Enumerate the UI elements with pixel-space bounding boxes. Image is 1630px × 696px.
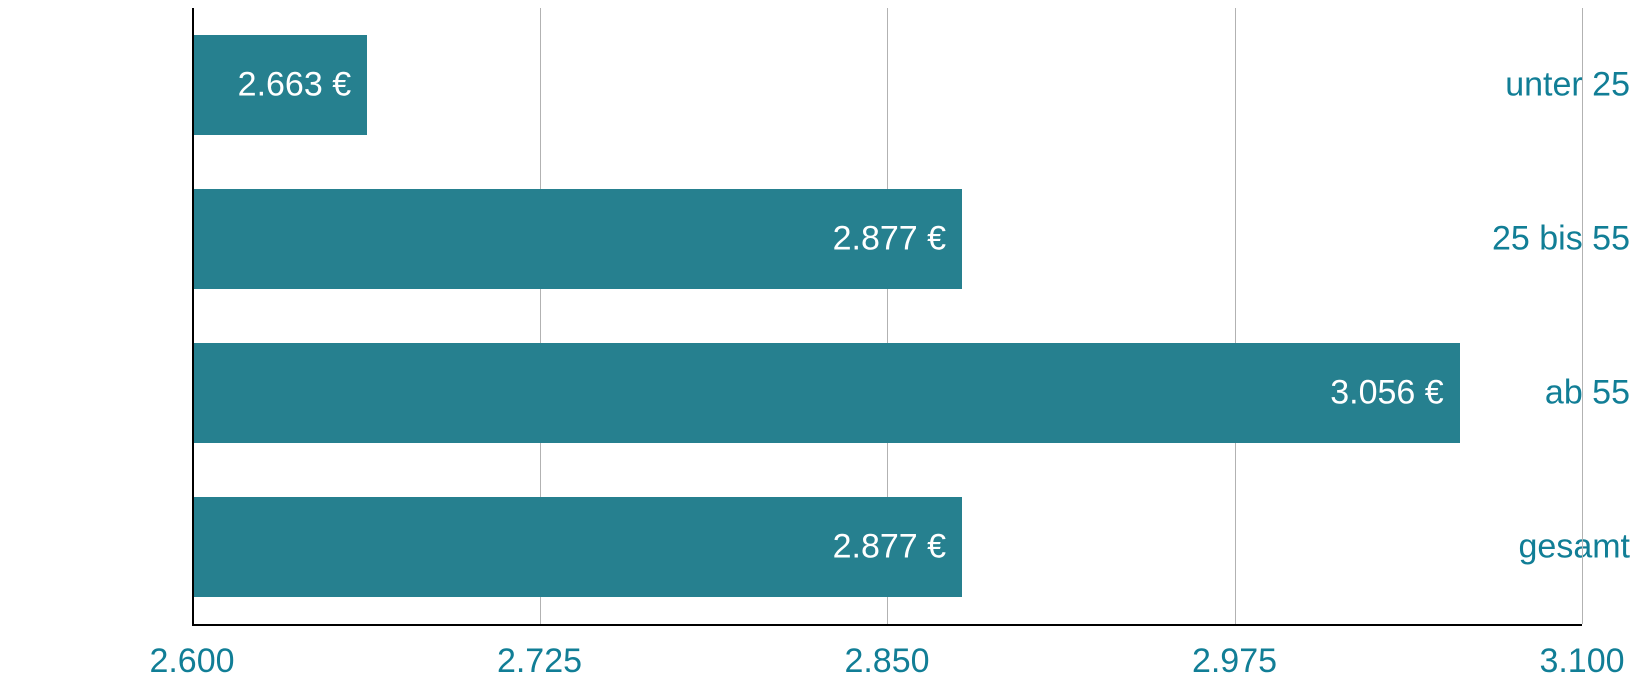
x-axis-tick-label: 2.850 [844, 642, 929, 681]
bar-value-label: 2.877 € [833, 528, 946, 567]
y-axis-line [192, 8, 194, 624]
gridline [1235, 8, 1236, 624]
gridline [1582, 8, 1583, 624]
salary-by-age-chart: unter 2525 bis 55ab 55gesamt 2.663 €2.87… [0, 0, 1630, 696]
x-axis-tick-label: 3.100 [1539, 642, 1624, 681]
x-axis-tick-label: 2.600 [149, 642, 234, 681]
x-axis-line [192, 624, 1582, 626]
bar-value-label: 3.056 € [1330, 374, 1443, 413]
x-axis-tick-label: 2.975 [1192, 642, 1277, 681]
bar-value-label: 2.663 € [238, 66, 351, 105]
bar: 2.877 € [192, 497, 962, 597]
plot-area: 2.663 €2.877 €3.056 €2.877 € 2.6002.7252… [192, 8, 1582, 624]
bar: 2.877 € [192, 189, 962, 289]
x-axis-tick-label: 2.725 [497, 642, 582, 681]
bar: 2.663 € [192, 35, 367, 135]
bar-value-label: 2.877 € [833, 220, 946, 259]
bar: 3.056 € [192, 343, 1460, 443]
